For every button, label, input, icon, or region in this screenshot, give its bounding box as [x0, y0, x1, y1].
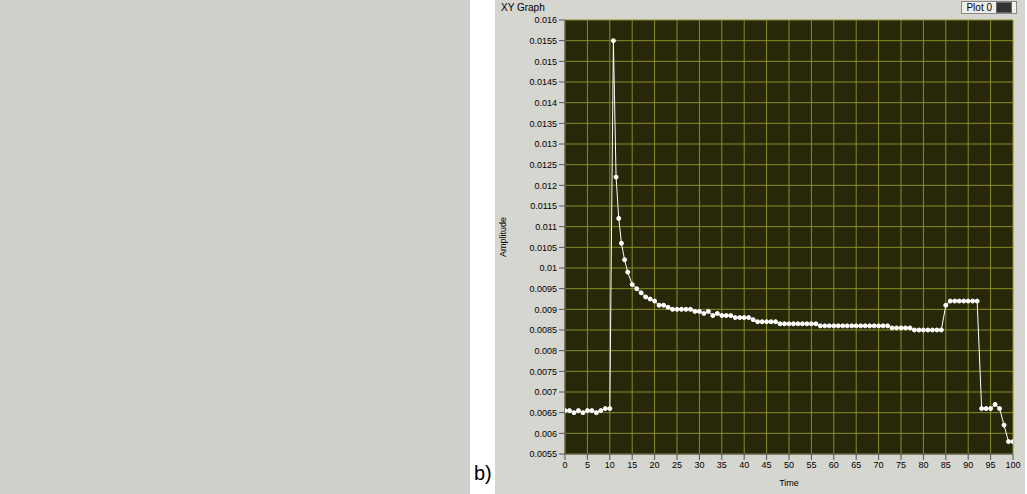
svg-text:0.013: 0.013 — [534, 139, 557, 149]
html-text:b): b) — [474, 462, 492, 484]
svg-text:Time: Time — [779, 478, 799, 488]
svg-text:0.0155: 0.0155 — [529, 36, 557, 46]
svg-text:0.012: 0.012 — [534, 181, 557, 191]
svg-text:65: 65 — [851, 460, 861, 470]
svg-text:0.008: 0.008 — [534, 346, 557, 356]
svg-text:0.007: 0.007 — [534, 387, 557, 397]
svg-text:0.009: 0.009 — [534, 305, 557, 315]
svg-text:5: 5 — [585, 460, 590, 470]
svg-text:50: 50 — [784, 460, 794, 470]
svg-text:0.0065: 0.0065 — [529, 408, 557, 418]
svg-text:80: 80 — [918, 460, 928, 470]
svg-text:15: 15 — [627, 460, 637, 470]
svg-text:0.0115: 0.0115 — [530, 201, 557, 211]
svg-text:0.0105: 0.0105 — [529, 243, 557, 253]
svg-text:90: 90 — [963, 460, 973, 470]
svg-text:70: 70 — [874, 460, 884, 470]
svg-text:100: 100 — [1005, 460, 1020, 470]
svg-text:0.015: 0.015 — [534, 57, 557, 67]
svg-text:0.014: 0.014 — [534, 98, 557, 108]
svg-text:0.006: 0.006 — [534, 429, 557, 439]
svg-text:0.0085: 0.0085 — [529, 325, 557, 335]
svg-text:0.01: 0.01 — [539, 263, 557, 273]
svg-text:0.0075: 0.0075 — [529, 367, 557, 377]
svg-text:10: 10 — [605, 460, 615, 470]
svg-text:0.0135: 0.0135 — [529, 119, 557, 129]
svg-text:60: 60 — [829, 460, 839, 470]
svg-text:0.0095: 0.0095 — [529, 284, 557, 294]
svg-text:20: 20 — [650, 460, 660, 470]
svg-text:Amplitude: Amplitude — [498, 217, 508, 257]
svg-text:55: 55 — [806, 460, 816, 470]
svg-text:0.0125: 0.0125 — [529, 160, 557, 170]
svg-text:0.011: 0.011 — [535, 222, 557, 232]
html-text:Plot 0: Plot 0 — [966, 2, 992, 13]
svg-text:35: 35 — [717, 460, 727, 470]
svg-text:0.0145: 0.0145 — [529, 77, 557, 87]
svg-text:95: 95 — [986, 460, 996, 470]
svg-text:75: 75 — [896, 460, 906, 470]
svg-text:40: 40 — [739, 460, 749, 470]
svg-text:30: 30 — [694, 460, 704, 470]
html-text:XY Graph: XY Graph — [501, 2, 545, 13]
svg-text:25: 25 — [672, 460, 682, 470]
svg-text:0.0055: 0.0055 — [529, 449, 557, 459]
svg-text:0.016: 0.016 — [534, 16, 557, 25]
svg-text:0: 0 — [562, 460, 567, 470]
svg-text:45: 45 — [762, 460, 772, 470]
svg-text:85: 85 — [941, 460, 951, 470]
